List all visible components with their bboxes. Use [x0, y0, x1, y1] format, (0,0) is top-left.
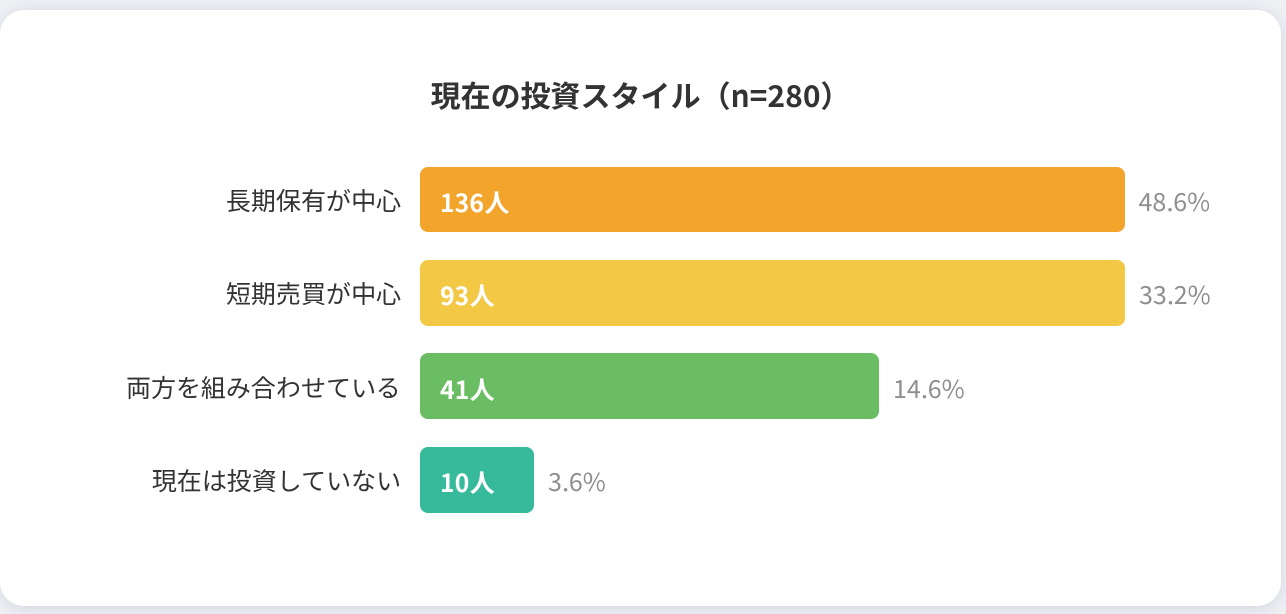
category-label: 長期保有が中心: [225, 181, 401, 218]
bar: 41人: [420, 353, 879, 420]
category-label: 現在は投資していない: [151, 462, 401, 499]
bar-chart: 長期保有が中心 136人 48.6% 短期売買が中心 93人 33.2% 両方を…: [0, 166, 1286, 541]
percent-label: 33.2%: [1139, 276, 1211, 313]
bar-value-label: 10人: [440, 464, 495, 501]
percent-label: 14.6%: [893, 369, 965, 406]
bar: 10人: [420, 446, 534, 513]
chart-title: 現在の投資スタイル（n=280）: [430, 72, 851, 116]
bar-row: 両方を組み合わせている 41人 14.6%: [0, 353, 1286, 420]
bar-value-label: 93人: [440, 277, 495, 314]
percent-label: 3.6%: [548, 463, 606, 500]
percent-label: 48.6%: [1138, 182, 1211, 219]
bar-value-label: 136人: [440, 183, 510, 220]
category-label: 両方を組み合わせている: [125, 368, 401, 405]
bar-row: 短期売買が中心 93人 33.2%: [0, 259, 1286, 326]
category-label: 短期売買が中心: [225, 275, 401, 312]
bar: 136人: [420, 166, 1125, 233]
chart-card: 現在の投資スタイル（n=280） 長期保有が中心 136人 48.6% 短期売買…: [0, 10, 1281, 606]
bar-row: 長期保有が中心 136人 48.6%: [0, 166, 1286, 233]
bar-row: 現在は投資していない 10人 3.6%: [0, 446, 1286, 513]
bar: 93人: [420, 259, 1125, 326]
bar-value-label: 41人: [440, 370, 495, 407]
